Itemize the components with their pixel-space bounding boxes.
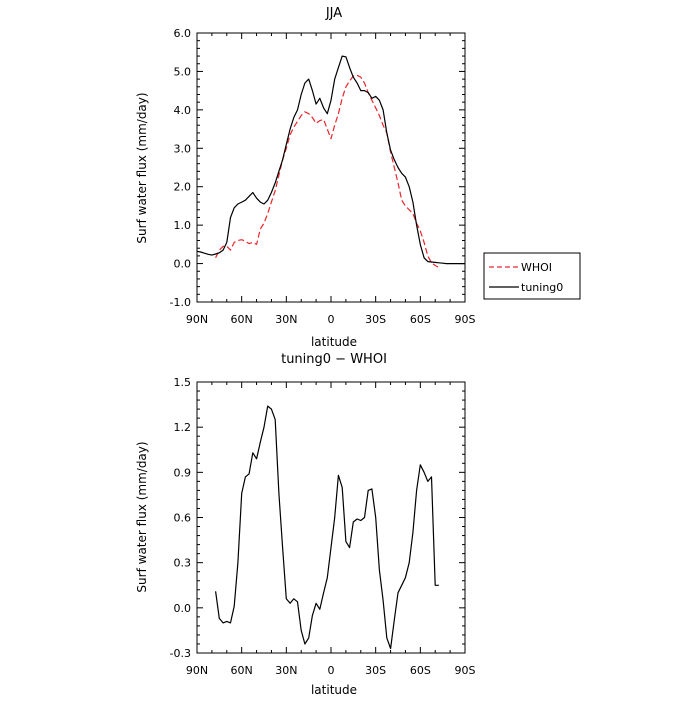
- top-y-tick-label: 1.0: [174, 219, 192, 232]
- bottom-panel-x-axis: 90N 60N 30N 0 30S 60S 90S: [186, 382, 476, 677]
- top-x-tick-label: 60S: [410, 313, 431, 326]
- top-panel-x-axis: 90N 60N 30N 0 30S 60S 90S: [186, 33, 476, 326]
- bottom-series-difference-line: [215, 405, 439, 650]
- bottom-y-tick-label: 1.5: [174, 376, 192, 389]
- top-y-tick-label: -1.0: [170, 296, 191, 309]
- top-y-tick-label: 2.0: [174, 181, 192, 194]
- bottom-x-tick-label: 90S: [455, 664, 476, 677]
- bottom-x-tick-label: 0: [328, 664, 335, 677]
- top-panel-plot-area: [196, 55, 465, 268]
- legend-box: [483, 252, 581, 300]
- top-x-tick-label: 90N: [186, 313, 208, 326]
- top-x-tick-label: 60N: [231, 313, 253, 326]
- top-y-tick-label: 5.0: [174, 65, 192, 78]
- bottom-y-tick-label: 0.0: [174, 602, 192, 615]
- bottom-panel-title: tuning0 − WHOI: [281, 352, 387, 367]
- top-y-tick-label: 0.0: [174, 258, 192, 271]
- bottom-y-tick-label: -0.3: [170, 647, 191, 660]
- bottom-x-tick-label: 60N: [231, 664, 253, 677]
- bottom-y-tick-label: 1.2: [174, 421, 192, 434]
- top-panel-y-axis: -1.0 0.0 1.0 2.0 3.0 4.0 5.0 6.0: [170, 27, 465, 309]
- top-y-tick-label: 3.0: [174, 142, 192, 155]
- bottom-panel-plot-area: [215, 405, 439, 650]
- legend: WHOI tuning0: [483, 252, 581, 300]
- top-y-tick-label: 4.0: [174, 104, 192, 117]
- top-panel-y-axis-label: Surf water flux (mm/day): [135, 92, 149, 243]
- top-panel: JJA 90N 60N 30N 0 30S 60S 90S -1.0 0.0 1.0 2.0 3.0…: [135, 6, 476, 349]
- legend-label-whoi: WHOI: [521, 261, 552, 274]
- top-x-tick-label: 90S: [455, 313, 476, 326]
- top-x-tick-label: 30N: [275, 313, 297, 326]
- bottom-y-tick-label: 0.6: [174, 512, 192, 525]
- top-y-tick-label: 6.0: [174, 27, 192, 40]
- top-panel-frame: [196, 32, 466, 303]
- bottom-x-tick-label: 30S: [365, 664, 386, 677]
- bottom-x-tick-label: 60S: [410, 664, 431, 677]
- bottom-panel-y-axis: -0.3 0.0 0.3 0.6 0.9 1.2 1.5: [170, 376, 465, 660]
- top-panel-title: JJA: [325, 6, 342, 21]
- bottom-y-tick-label: 0.9: [174, 466, 192, 479]
- bottom-panel-y-axis-label: Surf water flux (mm/day): [135, 441, 149, 592]
- bottom-x-tick-label: 30N: [275, 664, 297, 677]
- bottom-panel-x-axis-label: latitude: [311, 683, 357, 697]
- top-series-whoi-line: [215, 74, 440, 268]
- legend-label-tuning0: tuning0: [521, 281, 563, 294]
- bottom-panel: tuning0 − WHOI 90N 60N 30N 0 30S 60S 90S -0.3 0…: [135, 352, 476, 697]
- top-panel-x-axis-label: latitude: [311, 335, 357, 349]
- bottom-x-tick-label: 90N: [186, 664, 208, 677]
- bottom-y-tick-label: 0.3: [174, 557, 192, 570]
- top-series-tuning0-line: [196, 55, 465, 265]
- bottom-panel-frame: [196, 381, 466, 654]
- top-x-tick-label: 0: [328, 313, 335, 326]
- top-x-tick-label: 30S: [365, 313, 386, 326]
